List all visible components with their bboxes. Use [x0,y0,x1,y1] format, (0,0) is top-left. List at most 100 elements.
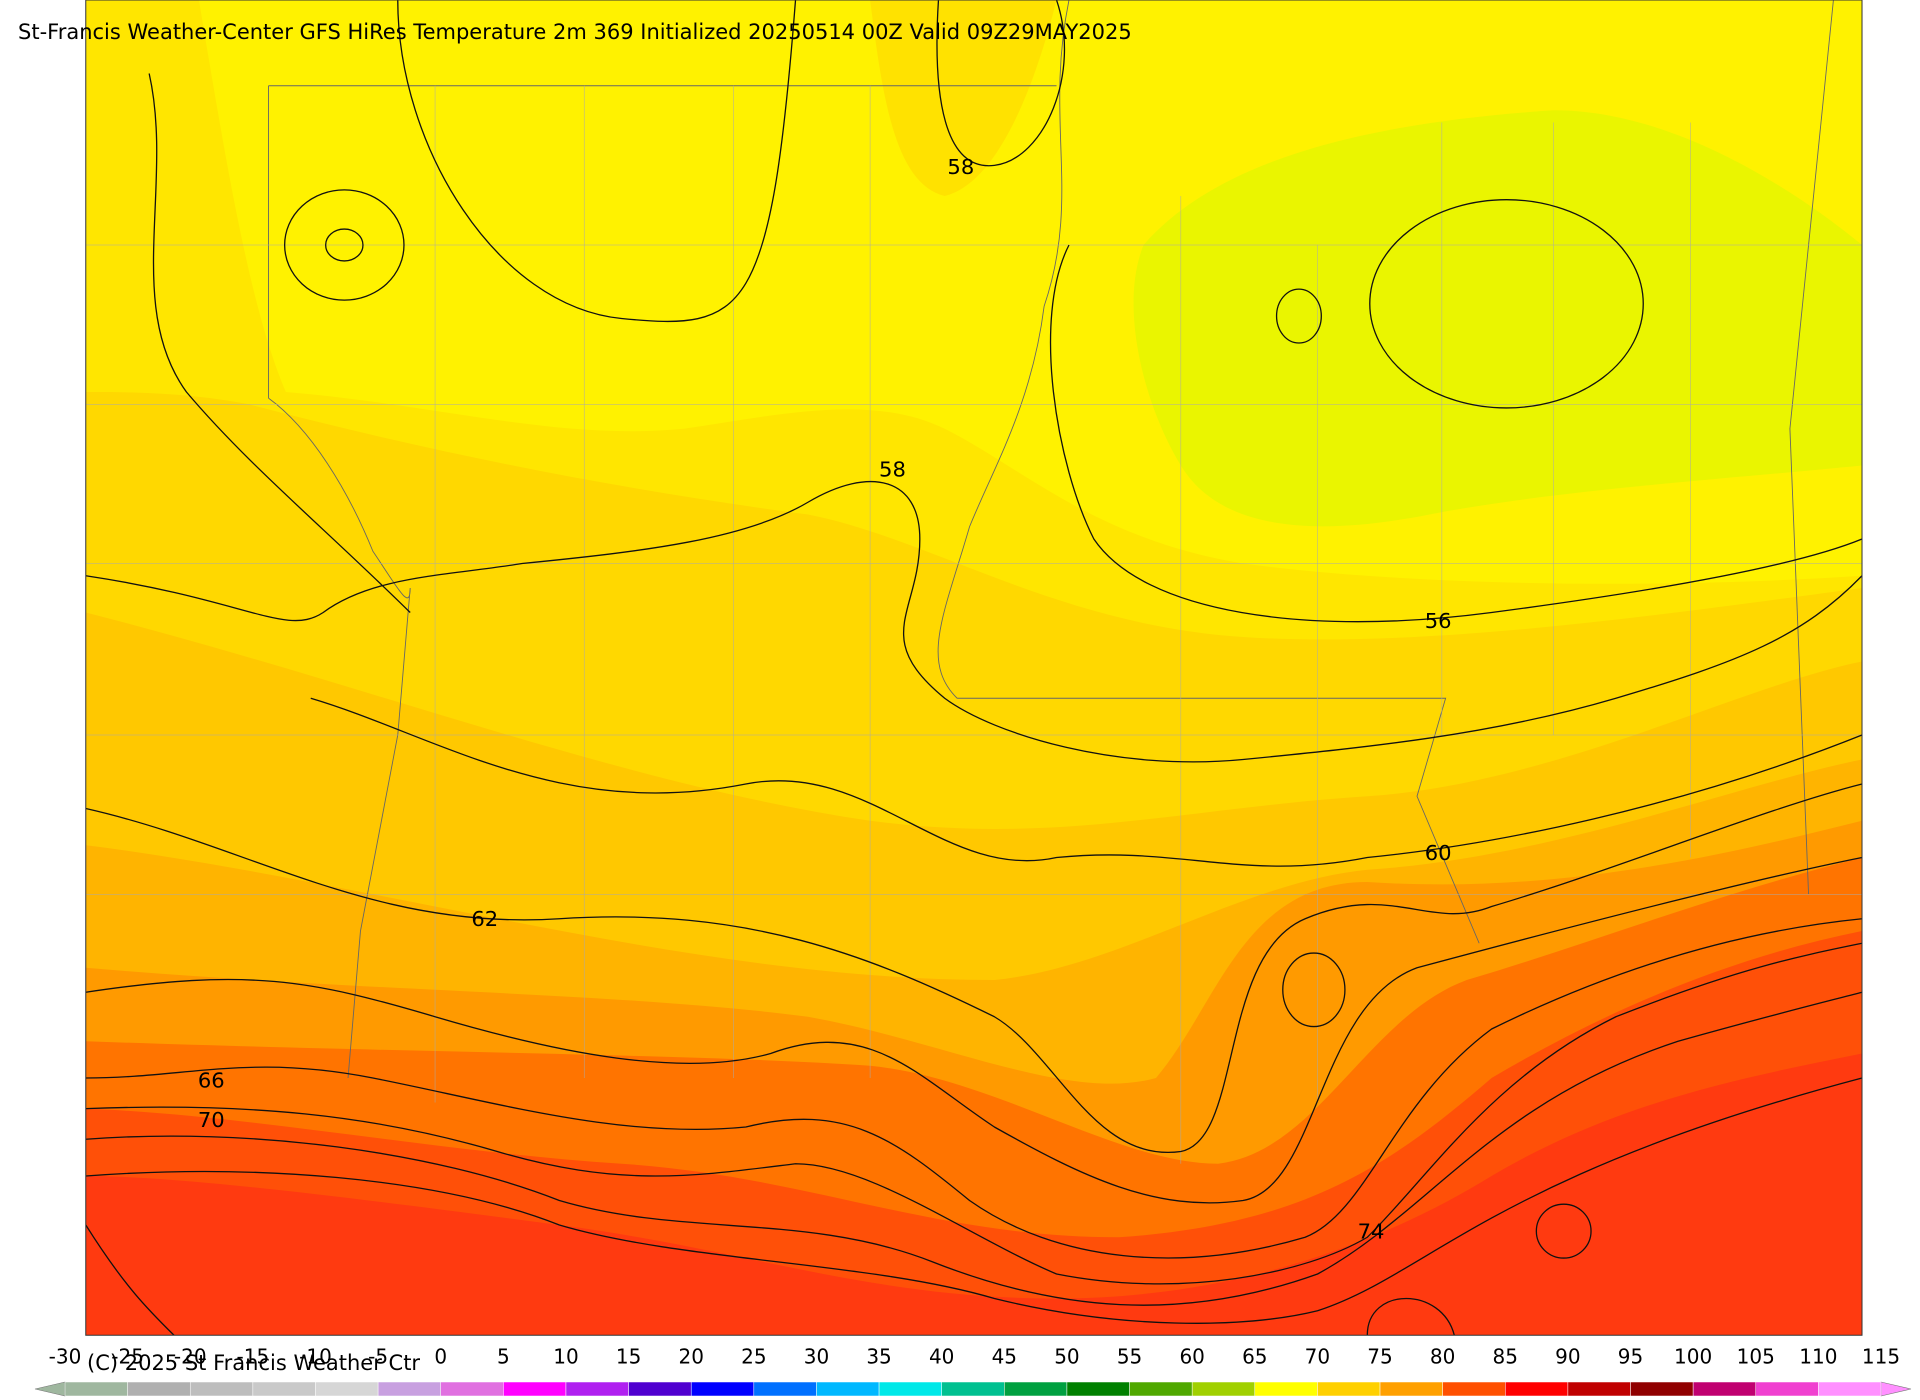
map-frame [86,0,1862,1335]
colorbar-segment [1818,1381,1882,1397]
contour [86,919,1862,1258]
colorbar-end [1880,1381,1912,1397]
colorbar-segment [1630,1381,1694,1397]
colorbar-tick-label: 100 [1674,1345,1712,1369]
contour [1370,200,1643,408]
contour [1283,953,1345,1027]
colorbar-tick-label: 15 [616,1345,641,1369]
colorbar-segment [440,1381,504,1397]
colorbar-segment [503,1381,567,1397]
colorbar-end [34,1381,66,1397]
colorbar-segment [1379,1381,1443,1397]
colorbar-segment [690,1381,755,1397]
colorbar-tick-label: 20 [678,1345,703,1369]
temperature-field [85,0,1863,1335]
colorbar-tick-label: -25 [111,1345,144,1369]
colorbar-segment [64,1381,128,1397]
colorbar-segment [1692,1381,1757,1397]
contour [86,992,1862,1305]
title: St-Francis Weather-Center GFS HiRes Temp… [18,20,1132,44]
colorbar-tick-label: -20 [174,1345,207,1369]
colorbar-segment [565,1381,629,1397]
map: 58 58 56 60 62 66 70 74 [86,0,1862,1335]
colorbar-segment [1755,1381,1819,1397]
colorbar-segment [377,1381,441,1397]
colorbar-tick-label: 85 [1493,1345,1518,1369]
colorbar-tick-label: -5 [368,1345,388,1369]
contour-label: 60 [1425,841,1452,865]
colorbar-segment [1254,1381,1318,1397]
colorbar-tick-label: 55 [1117,1345,1142,1369]
contour [86,784,1862,1152]
colorbar-tick-label: 35 [866,1345,891,1369]
copyright: (C) 2025 St Francis Weather Ctr [87,1351,420,1375]
contour [937,0,1064,166]
colorbar-tick-label: 60 [1179,1345,1204,1369]
contour [86,943,1862,1284]
colorbar-tick-label: 10 [553,1345,578,1369]
contour [311,698,1862,866]
colorbar-segment [127,1381,191,1397]
contour [1051,245,1862,622]
colorbar: -30 -25 -20 -15 -10 -5 0 5 10 15 20 25 30 35 40 45 50 55 6… [34,1345,1912,1397]
colorbar-tick-label: -10 [299,1345,332,1369]
colorbar-tick-label: 110 [1799,1345,1837,1369]
state-border [268,0,1833,1078]
colorbar-tick-label: 90 [1555,1345,1580,1369]
contour-label: 58 [879,457,906,481]
contour-label: 62 [471,907,498,931]
contour [398,0,796,321]
colorbar-tick-label: 95 [1618,1345,1643,1369]
contour [326,229,363,261]
colorbar-tick-label: 30 [804,1345,829,1369]
colorbar-segment [1129,1381,1193,1397]
contour-label: 58 [947,155,974,179]
contour-label: 56 [1425,609,1452,633]
colorbar-tick-label: -30 [49,1345,82,1369]
colorbar-tick-label: 5 [497,1345,510,1369]
colorbar-segment [628,1381,692,1397]
band [1133,110,1863,527]
contour [86,1225,1455,1335]
contour-label: 74 [1358,1219,1385,1243]
colorbar-tick-label: 40 [929,1345,954,1369]
colorbar-tick-label: 65 [1242,1345,1267,1369]
colorbar-tick-label: 0 [434,1345,447,1369]
contour [1277,289,1322,343]
colorbar-tick-label: 105 [1737,1345,1775,1369]
colorbar-tick-label: 115 [1862,1345,1900,1369]
colorbar-tick-label: 25 [741,1345,766,1369]
contour-labels: 58 58 56 60 62 66 70 74 [198,155,1452,1243]
colorbar-tick-label: 80 [1430,1345,1455,1369]
contour [86,1078,1862,1323]
colorbar-tick-label: 50 [1054,1345,1079,1369]
colorbar-segment [878,1381,942,1397]
colorbar-segment [1505,1381,1569,1397]
contour-label: 70 [198,1108,225,1132]
colorbar-segment [315,1381,379,1397]
colorbar-segment [1004,1381,1068,1397]
colorbar-tick-label: 70 [1305,1345,1330,1369]
contour [86,858,1862,1203]
contour [149,74,410,613]
county-lines [86,86,1862,1164]
colorbar-segment [252,1381,316,1397]
colorbar-segment [816,1381,880,1397]
colorbar-tick-label: 45 [992,1345,1017,1369]
colorbar-tick-label: 75 [1367,1345,1392,1369]
contour-label: 66 [198,1069,225,1093]
colorbar-segment [1191,1381,1256,1397]
contour [1536,1204,1591,1258]
contour [285,190,404,300]
colorbar-segment [189,1381,254,1397]
colorbar-segment [941,1381,1005,1397]
colorbar-segment [1317,1381,1381,1397]
colorbar-tick-label: -15 [237,1345,270,1369]
colorbar-segment [1567,1381,1631,1397]
colorbar-segment [753,1381,817,1397]
colorbar-segment [1066,1381,1130,1397]
colorbar-segment [1442,1381,1506,1397]
band [870,0,1057,196]
